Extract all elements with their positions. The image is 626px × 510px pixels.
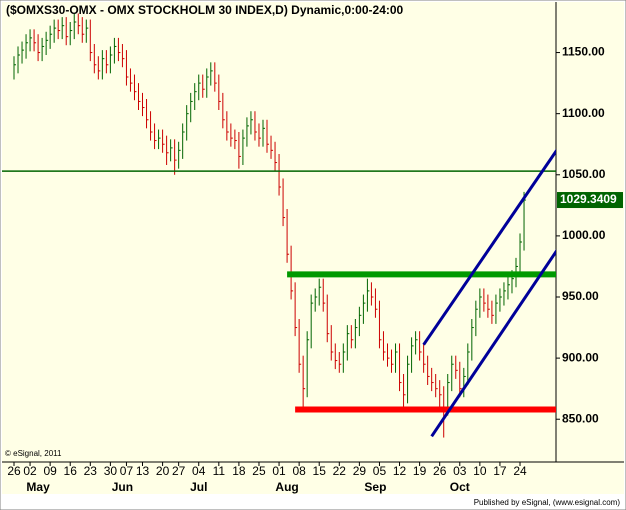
x-tick-label: 29 [353,464,367,478]
y-tick-label: 950.00 [562,289,599,303]
y-tick-label: 1000.00 [562,228,606,242]
y-tick-label: 900.00 [562,350,599,364]
month-label: Oct [450,480,470,494]
x-axis-area [2,462,624,494]
drawn-line [422,148,556,346]
price-label-box [557,192,623,209]
x-tick-label: 25 [252,464,266,478]
y-tick-label: 1050.00 [562,167,606,181]
x-tick-label: 24 [513,464,527,478]
axes: 850.00 900.00 950.00 1000.00 1050.00 1100.00 1… [7,45,623,494]
x-tick-label: 01 [272,464,286,478]
x-tick-label: 15 [313,464,327,478]
y-axis-area [556,2,624,462]
x-tick-label: 30 [104,464,118,478]
month-label: Sep [364,480,386,494]
y-tick-label: 1100.00 [562,106,605,120]
x-tick-label: 11 [213,464,226,478]
x-tick-label: 10 [473,464,487,478]
copyright: © eSignal, 2011 [5,449,62,458]
plot [2,13,556,438]
x-tick-label: 09 [43,464,57,478]
footer: Published by eSignal, (www.esignal.com) [474,498,621,507]
x-tick-label: 22 [333,464,347,478]
month-label: Aug [275,480,298,494]
x-tick-label: 20 [156,464,170,478]
x-tick-label: 05 [373,464,387,478]
drawn-line [430,249,556,438]
x-tick-label: 26 [433,464,447,478]
x-tick-label: 13 [136,464,150,478]
x-tick-label: 23 [84,464,98,478]
x-tick-label: 07 [120,464,134,478]
x-tick-label: 03 [453,464,467,478]
y-tick-label: 1150.00 [562,45,605,59]
month-label: May [26,480,50,494]
x-tick-label: 17 [493,464,507,478]
plot-area [2,2,556,462]
x-tick-label: 02 [23,464,37,478]
y-tick-label: 850.00 [562,411,599,425]
x-tick-label: 08 [292,464,306,478]
price-label: 1029.3409 [560,192,617,206]
x-tick-label: 27 [172,464,186,478]
x-tick-label: 12 [393,464,407,478]
x-tick-label: 16 [64,464,78,478]
x-tick-label: 18 [232,464,246,478]
x-tick-label: 26 [7,464,21,478]
chart-title: ($OMXS30-OMX - OMX STOCKHOLM 30 INDEX,D)… [6,3,404,17]
x-tick-label: 19 [413,464,427,478]
month-label: Jul [190,480,207,494]
month-label: Jun [112,480,133,494]
x-tick-label: 04 [192,464,206,478]
